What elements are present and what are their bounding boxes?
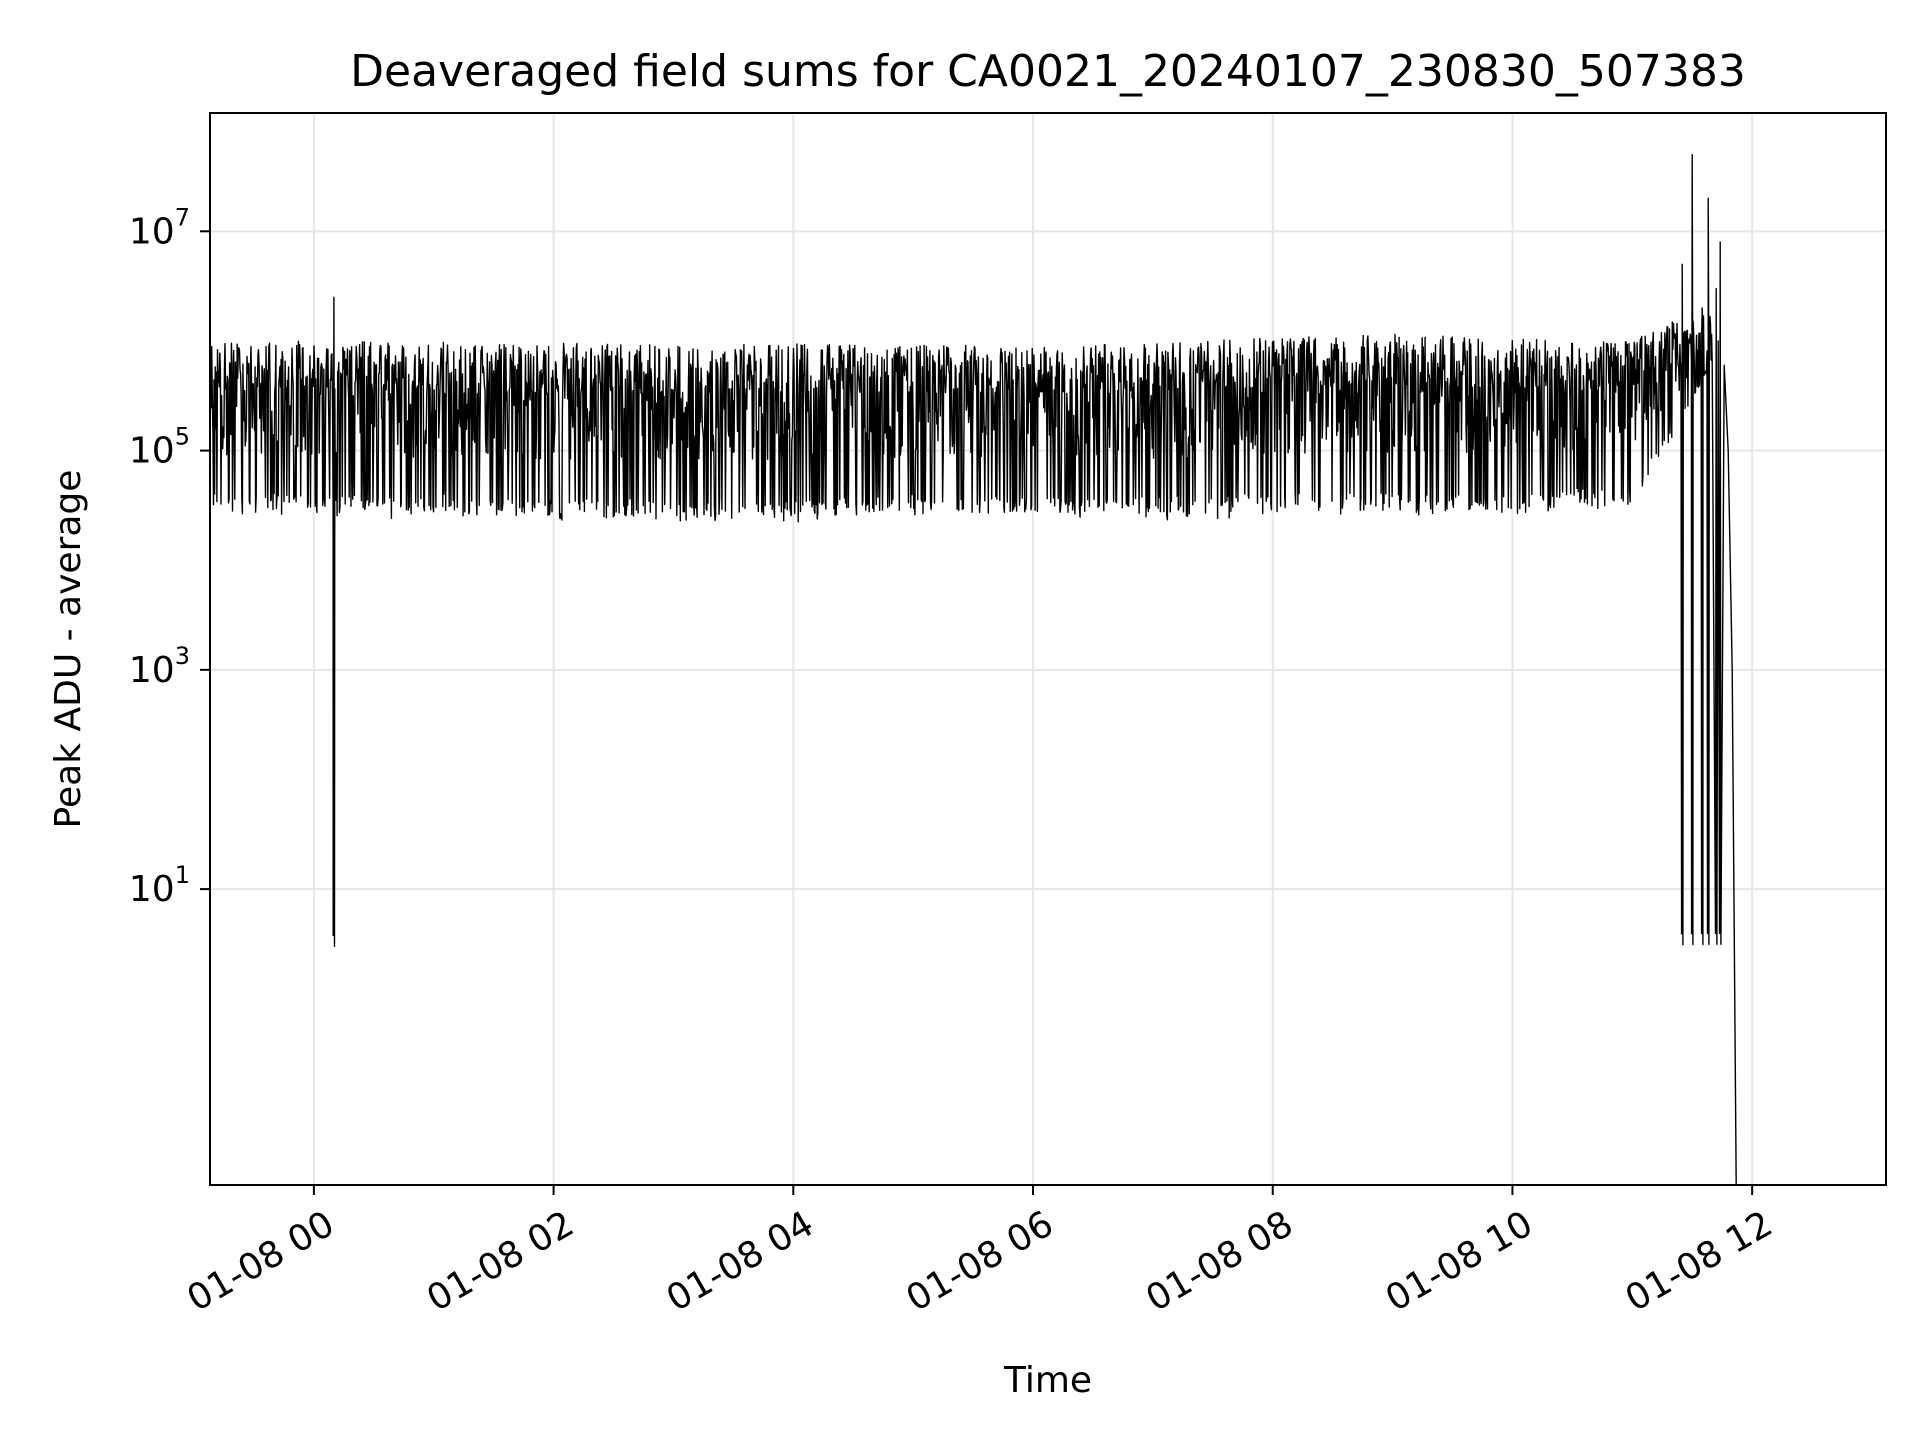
y-tick-label: 101	[129, 861, 190, 910]
y-tick-label: 105	[129, 423, 190, 472]
y-tick-label: 103	[129, 642, 190, 691]
y-tick-label: 107	[129, 203, 190, 252]
series-line	[209, 154, 1737, 1186]
y-axis-label: Peak ADU - average	[48, 470, 89, 829]
chart-title: Deaveraged field sums for CA0021_2024010…	[350, 46, 1746, 97]
plot-frame	[209, 112, 1887, 1186]
series-path	[209, 154, 1737, 1186]
y-axis-ticks: 101 103 105 107	[129, 203, 210, 910]
x-axis-label: Time	[1003, 1360, 1092, 1401]
